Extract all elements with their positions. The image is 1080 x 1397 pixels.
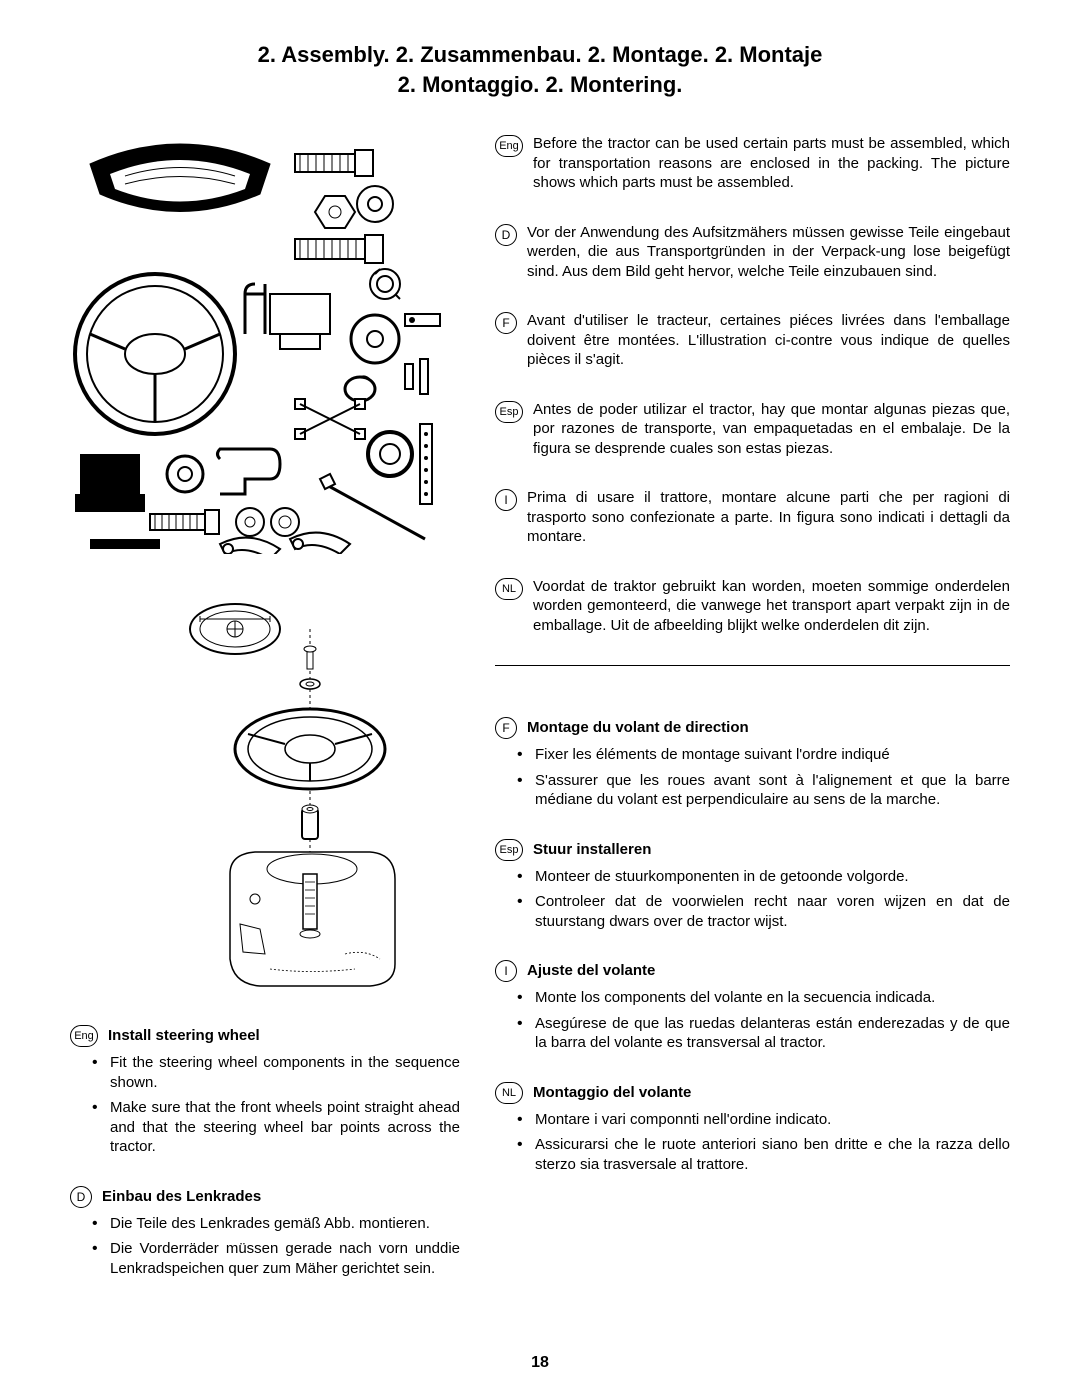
parts-diagram [70, 134, 450, 554]
main-columns: Eng Install steering wheel Fit the steerin… [70, 134, 1010, 1306]
lang-icon: F [495, 717, 517, 739]
section-list: Die Teile des Lenkrades gemäß Abb. monti… [70, 1214, 460, 1279]
list-item: Fit the steering wheel components in the… [110, 1053, 460, 1092]
steering-assembly-diagram [115, 594, 415, 994]
section-head: Esp Stuur installeren [495, 838, 1010, 861]
page-title: 2. Assembly. 2. Zusammenbau. 2. Montage.… [70, 40, 1010, 99]
list-item: S'assurer que les roues avant sont à l'a… [535, 771, 1010, 810]
intro-text: Prima di usare il trattore, montare alcu… [527, 488, 1010, 547]
left-column: Eng Install steering wheel Fit the steerin… [70, 134, 460, 1306]
right-sections: F Montage du volant de direction Fixer les… [495, 716, 1010, 1174]
title-line-2: 2. Montaggio. 2. Montering. [398, 72, 683, 97]
intro-text: Avant d'utiliser le tracteur, certaines … [527, 311, 1010, 370]
list-item: Die Teile des Lenkrades gemäß Abb. monti… [110, 1214, 460, 1234]
list-item: Asegúrese de que las ruedas delanteras e… [535, 1014, 1010, 1053]
section-list: Monte los components del volante en la s… [495, 988, 1010, 1053]
section-title: Einbau des Lenkrades [102, 1188, 261, 1205]
list-item: Fixer les éléments de montage suivant l'… [535, 745, 1010, 765]
list-item: Die Vorderräder müssen gerade nach vorn … [110, 1239, 460, 1278]
page-number: 18 [531, 1354, 549, 1372]
lang-icon: NL [495, 1082, 523, 1104]
list-item: Controleer dat de voorwielen recht naar … [535, 892, 1010, 931]
lang-icon: F [495, 312, 517, 334]
left-sections: Eng Install steering wheel Fit the steerin… [70, 1024, 460, 1278]
intro-block: F Avant d'utiliser le tracteur, certaines… [495, 311, 1010, 370]
instruction-section: Eng Install steering wheel Fit the steerin… [70, 1024, 460, 1157]
section-list: Fit the steering wheel components in the… [70, 1053, 460, 1157]
section-divider [495, 665, 1010, 666]
instruction-section: D Einbau des Lenkrades Die Teile des Lenkr… [70, 1185, 460, 1279]
list-item: Montare i vari componnti nell'ordine ind… [535, 1110, 1010, 1130]
lang-icon: D [495, 224, 517, 246]
section-head: D Einbau des Lenkrades [70, 1185, 460, 1208]
list-item: Monteer de stuurkomponenten in de getoon… [535, 867, 1010, 887]
section-list: Montare i vari componnti nell'ordine ind… [495, 1110, 1010, 1175]
intro-text: Voordat de traktor gebruikt kan worden, … [533, 577, 1010, 636]
lang-icon: I [495, 960, 517, 982]
lang-icon: NL [495, 578, 523, 600]
list-item: Assicurarsi che le ruote anteriori siano… [535, 1135, 1010, 1174]
lang-icon: Eng [495, 135, 523, 157]
section-list: Monteer de stuurkomponenten in de getoon… [495, 867, 1010, 932]
intro-block: D Vor der Anwendung des Aufsitzmähers müs… [495, 223, 1010, 282]
section-list: Fixer les éléments de montage suivant l'… [495, 745, 1010, 810]
section-title: Ajuste del volante [527, 962, 655, 979]
section-title: Montage du volant de direction [527, 719, 749, 736]
intro-block: NL Voordat de traktor gebruikt kan worden… [495, 577, 1010, 636]
lang-icon: Eng [70, 1025, 98, 1047]
lang-icon: Esp [495, 839, 523, 861]
lang-icon: Esp [495, 401, 523, 423]
section-head: NL Montaggio del volante [495, 1081, 1010, 1104]
intro-block: I Prima di usare il trattore, montare alc… [495, 488, 1010, 547]
section-title: Stuur installeren [533, 841, 651, 858]
intro-block: Eng Before the tractor can be used certai… [495, 134, 1010, 193]
section-title: Install steering wheel [108, 1027, 260, 1044]
intro-text: Before the tractor can be used certain p… [533, 134, 1010, 193]
section-title: Montaggio del volante [533, 1084, 691, 1101]
right-column: Eng Before the tractor can be used certai… [495, 134, 1010, 1306]
intro-blocks: Eng Before the tractor can be used certai… [495, 134, 1010, 635]
lang-icon: I [495, 489, 517, 511]
steering-diagram-svg [115, 594, 415, 994]
section-head: I Ajuste del volante [495, 959, 1010, 982]
title-line-1: 2. Assembly. 2. Zusammenbau. 2. Montage.… [258, 42, 823, 67]
list-item: Make sure that the front wheels point st… [110, 1098, 460, 1157]
parts-diagram-svg [70, 134, 450, 554]
instruction-section: NL Montaggio del volante Montare i vari co… [495, 1081, 1010, 1175]
lang-icon: D [70, 1186, 92, 1208]
instruction-section: Esp Stuur installeren Monteer de stuurkomp… [495, 838, 1010, 932]
section-head: F Montage du volant de direction [495, 716, 1010, 739]
section-head: Eng Install steering wheel [70, 1024, 460, 1047]
instruction-section: I Ajuste del volante Monte los components … [495, 959, 1010, 1053]
intro-text: Antes de poder utilizar el tractor, hay … [533, 400, 1010, 459]
instruction-section: F Montage du volant de direction Fixer les… [495, 716, 1010, 810]
intro-block: Esp Antes de poder utilizar el tractor, h… [495, 400, 1010, 459]
intro-text: Vor der Anwendung des Aufsitzmähers müss… [527, 223, 1010, 282]
list-item: Monte los components del volante en la s… [535, 988, 1010, 1008]
